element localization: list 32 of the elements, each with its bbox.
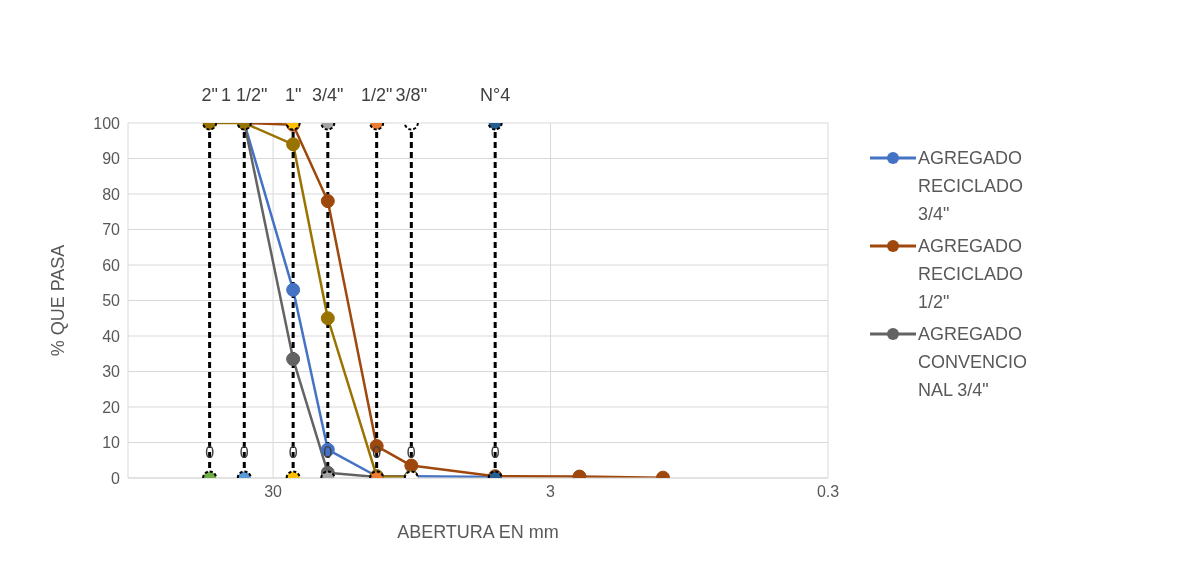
- annotation: 1/2": [360, 85, 393, 105]
- y-tick-label: 10: [102, 434, 121, 452]
- data-label: 0: [205, 444, 215, 461]
- annotation: 1": [284, 85, 302, 105]
- data-label: 0: [406, 444, 416, 461]
- y-tick-label: 90: [102, 150, 121, 168]
- y-axis-title: % QUE PASA: [48, 244, 69, 357]
- y-tick-label: 100: [93, 114, 121, 132]
- y-tick-label: 50: [102, 292, 121, 310]
- legend-label: AGREGADO RECICLADO 1/2": [918, 235, 1025, 314]
- data-label: 0: [372, 444, 382, 461]
- data-label: 0: [239, 444, 249, 461]
- y-tick-label: 0: [111, 469, 121, 487]
- y-tick-label: 30: [102, 363, 121, 381]
- annotation: N°4: [480, 85, 511, 105]
- legend-label: AGREGADO RECICLADO 3/4": [918, 147, 1025, 226]
- y-tick-label: 60: [102, 256, 121, 274]
- annotation: 1 1/2": [221, 85, 268, 105]
- data-label: 0: [490, 444, 500, 461]
- y-tick-label: 80: [102, 185, 121, 203]
- y-tick-label: 70: [102, 221, 121, 239]
- legend-label: AGREGADO CONVENCIONAL 3/4": [918, 323, 1028, 402]
- x-tick-label: 3: [546, 483, 556, 501]
- annotation: 3/8": [395, 85, 428, 105]
- x-tick-label: 30: [264, 483, 283, 501]
- annotation: 3/4": [312, 85, 344, 105]
- x-axis-title: ABERTURA EN mm: [397, 522, 559, 542]
- x-tick-label: 0.3: [816, 483, 840, 501]
- annotation: 2": [201, 85, 218, 105]
- y-tick-label: 40: [102, 327, 121, 345]
- data-label: 0: [288, 444, 298, 461]
- y-tick-label: 20: [102, 398, 121, 416]
